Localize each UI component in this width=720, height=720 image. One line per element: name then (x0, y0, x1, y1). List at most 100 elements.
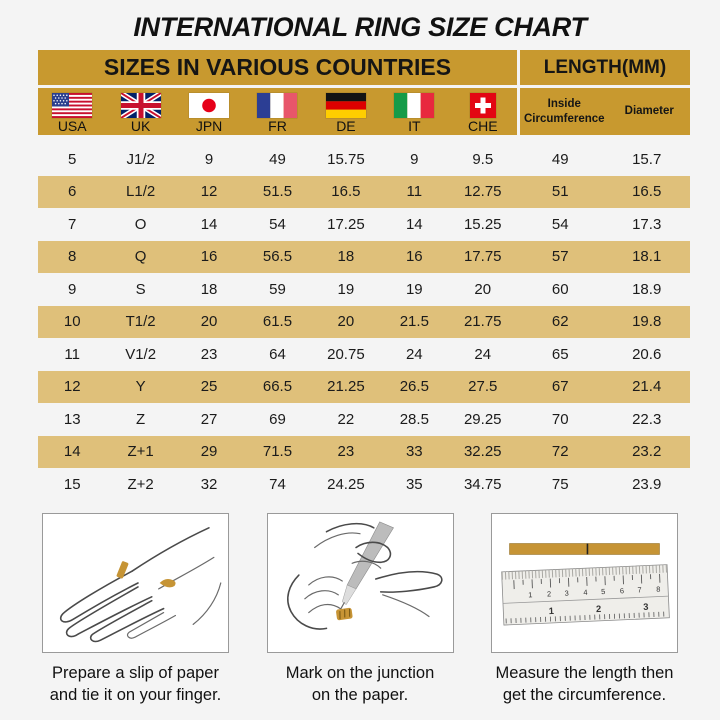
table-cell: 20 (200, 313, 218, 331)
panel-caption: Measure the length then get the circumfe… (496, 662, 674, 706)
table-cell: 29.25 (463, 410, 502, 428)
table-row: 8 Q 16 56.5 18 16 17.75 57 18.1 (38, 240, 690, 273)
table-cell: 32.25 (463, 443, 502, 461)
table-cell: 51.5 (262, 183, 293, 201)
table-cell: 61.5 (262, 313, 293, 331)
table-cell: 5 (68, 150, 77, 168)
table-cell: 21.4 (632, 378, 662, 396)
length-columns: Inside Circumference Diameter (520, 88, 690, 135)
length-group-header: LENGTH(MM) (520, 50, 690, 85)
table-cell: 49 (269, 150, 286, 168)
table-row: 13 Z 27 69 22 28.5 29.25 70 22.3 (38, 403, 690, 436)
table-cell: 56.5 (262, 248, 293, 266)
table-row: 15 Z+2 32 74 24.25 35 34.75 75 23.9 (38, 468, 690, 501)
table-cell: Z+2 (127, 475, 154, 493)
table-cell: 14 (405, 215, 423, 233)
table-row: 14 Z+1 29 71.5 23 33 32.25 72 23.2 (38, 435, 690, 468)
table-cell: 64 (269, 345, 286, 363)
table-cell: 14 (63, 443, 81, 461)
table-row: 12 Y 25 66.5 21.25 26.5 27.5 67 21.4 (38, 370, 690, 403)
country-label: CHE (468, 117, 498, 134)
table-cell: 23 (200, 345, 218, 363)
table-cell: 20 (337, 313, 355, 331)
table-cell: 17.75 (463, 248, 502, 266)
instruction-panel-prepare: Prepare a slip of paper and tie it on yo… (42, 513, 229, 706)
table-cell: 18 (337, 248, 355, 266)
table-cell: 11 (406, 183, 423, 201)
table-cell: 11 (64, 345, 80, 363)
country-column-fr: FR (243, 88, 311, 135)
table-cell: 62 (551, 313, 569, 331)
table-cell: 19 (337, 280, 355, 298)
mark-junction-illustration (266, 513, 454, 653)
table-cell: 72 (551, 443, 569, 461)
country-label: JPN (195, 117, 223, 134)
svg-text:2: 2 (596, 604, 602, 614)
table-cell: 16 (200, 248, 218, 266)
table-cell: Z+1 (127, 443, 154, 461)
table-cell: 18.1 (632, 248, 662, 266)
table-cell: 15.25 (463, 215, 502, 233)
table-cell: Z (136, 410, 146, 428)
table-cell: 22.3 (632, 410, 662, 428)
japan-flag-icon (189, 92, 230, 118)
table-cell: 13 (63, 410, 81, 428)
table-cell: 23 (337, 443, 355, 461)
caption-line: Prepare a slip of paper (52, 664, 219, 682)
svg-text:6: 6 (620, 586, 624, 595)
country-column-che: CHE (449, 88, 517, 135)
svg-text:2: 2 (547, 589, 551, 598)
table-row: 10 T1/2 20 61.5 20 21.5 21.75 62 19.8 (38, 305, 690, 338)
table-cell: 32 (200, 475, 218, 493)
table-cell: 28.5 (399, 410, 429, 428)
table-cell: 19.8 (632, 313, 662, 331)
table-cell: 65 (551, 345, 569, 363)
svg-text:4: 4 (583, 588, 587, 597)
table-cell: 12 (200, 183, 218, 201)
table-cell: 21.75 (463, 313, 502, 331)
table-cell: 15 (63, 475, 81, 493)
prepare-paper-illustration (42, 513, 229, 653)
table-cell: 54 (269, 215, 286, 233)
table-cell: 27.5 (468, 378, 498, 396)
table-cell: 23.9 (632, 475, 662, 493)
table-column-header-row: USA UK (38, 88, 690, 135)
table-cell: O (134, 215, 147, 233)
table-cell: 18.9 (632, 280, 662, 298)
table-cell: 9.5 (472, 150, 494, 168)
country-column-jpn: JPN (175, 88, 243, 135)
inside-circumference-header: Inside Circumference (524, 98, 605, 125)
table-cell: 15.7 (632, 150, 662, 168)
table-cell: 19 (405, 280, 423, 298)
switzerland-flag-icon (469, 92, 496, 118)
table-cell: 21.25 (327, 378, 365, 396)
table-cell: 29 (200, 443, 218, 461)
sizes-group-header: SIZES IN VARIOUS COUNTRIES (38, 50, 517, 85)
table-cell: 8 (68, 248, 77, 266)
usa-flag-icon (52, 92, 93, 118)
table-cell: 70 (551, 410, 569, 428)
size-table-body: 5 J1/2 9 49 15.75 9 9.5 49 15.7 6 L1/2 12 51.5 16.5 11… (38, 143, 690, 501)
svg-text:5: 5 (601, 587, 605, 596)
table-row: 7 O 14 54 17.25 14 15.25 54 17.3 (38, 208, 690, 241)
table-cell: 7 (68, 215, 77, 233)
svg-text:3: 3 (643, 602, 649, 612)
table-cell: 12 (63, 378, 81, 396)
panel-caption: Prepare a slip of paper and tie it on yo… (50, 662, 222, 706)
table-group-header-row: SIZES IN VARIOUS COUNTRIES LENGTH(MM) (38, 50, 690, 85)
table-cell: 17.3 (632, 215, 662, 233)
table-cell: T1/2 (125, 313, 156, 331)
measure-ruler-illustration: 1 2 3 4 5 6 7 8 1 2 3 (491, 513, 678, 653)
country-column-uk: UK (106, 88, 174, 135)
table-cell: 69 (269, 410, 286, 428)
caption-line: Mark on the junction (285, 664, 435, 682)
caption-line: and tie it on your finger. (49, 686, 222, 704)
table-cell: 66.5 (262, 378, 293, 396)
country-column-de: DE (312, 88, 380, 135)
germany-flag-icon (325, 92, 366, 118)
table-cell: 24.25 (327, 475, 365, 493)
france-flag-icon (257, 92, 298, 118)
table-cell: 74 (269, 475, 286, 493)
table-cell: 24 (405, 345, 423, 363)
table-cell: 6 (68, 183, 77, 201)
